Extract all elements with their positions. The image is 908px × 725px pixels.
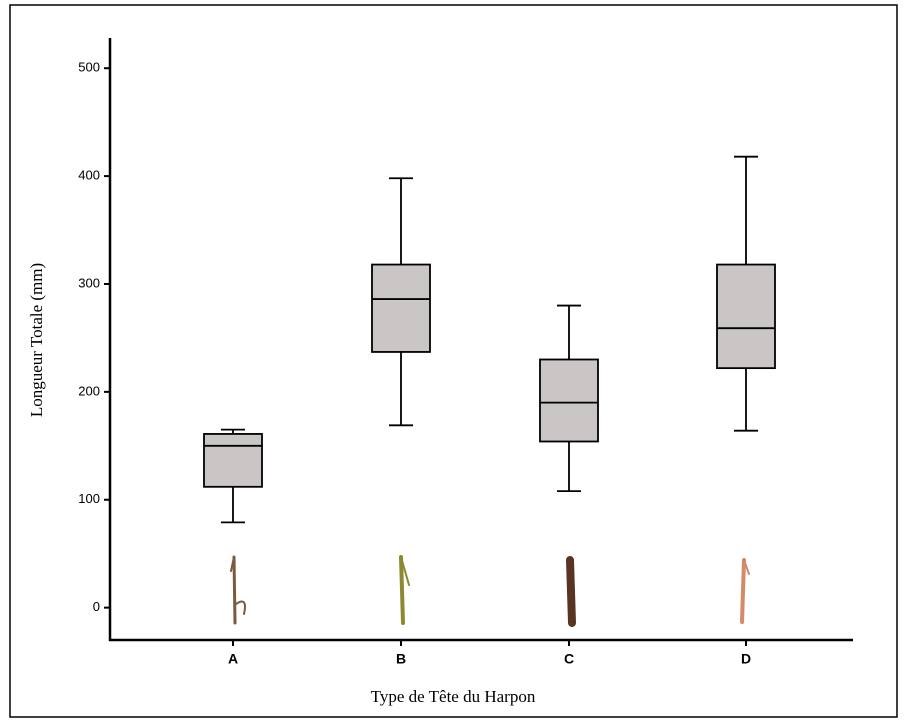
y-tick-label: 400 <box>78 168 100 183</box>
box <box>203 433 263 488</box>
x-tick-label: A <box>228 651 238 667</box>
harpoon-icons <box>230 555 750 627</box>
y-tick-label: 0 <box>93 599 100 614</box>
frame <box>9 4 898 718</box>
y-tick-label: 300 <box>78 275 100 290</box>
y-axis-title: Longueur Totale (mm) <box>27 263 46 417</box>
y-tick-label: 200 <box>78 383 100 398</box>
x-axis-title: Type de Tête du Harpon <box>371 687 536 706</box>
x-tick-label: D <box>741 651 751 667</box>
box <box>716 263 776 370</box>
x-tick-label: C <box>564 651 574 667</box>
x-tick-label: B <box>396 651 406 667</box>
y-tick-label: 100 <box>78 491 100 506</box>
box <box>371 263 431 353</box>
y-tick-label: 500 <box>78 60 100 75</box>
box <box>539 358 599 443</box>
